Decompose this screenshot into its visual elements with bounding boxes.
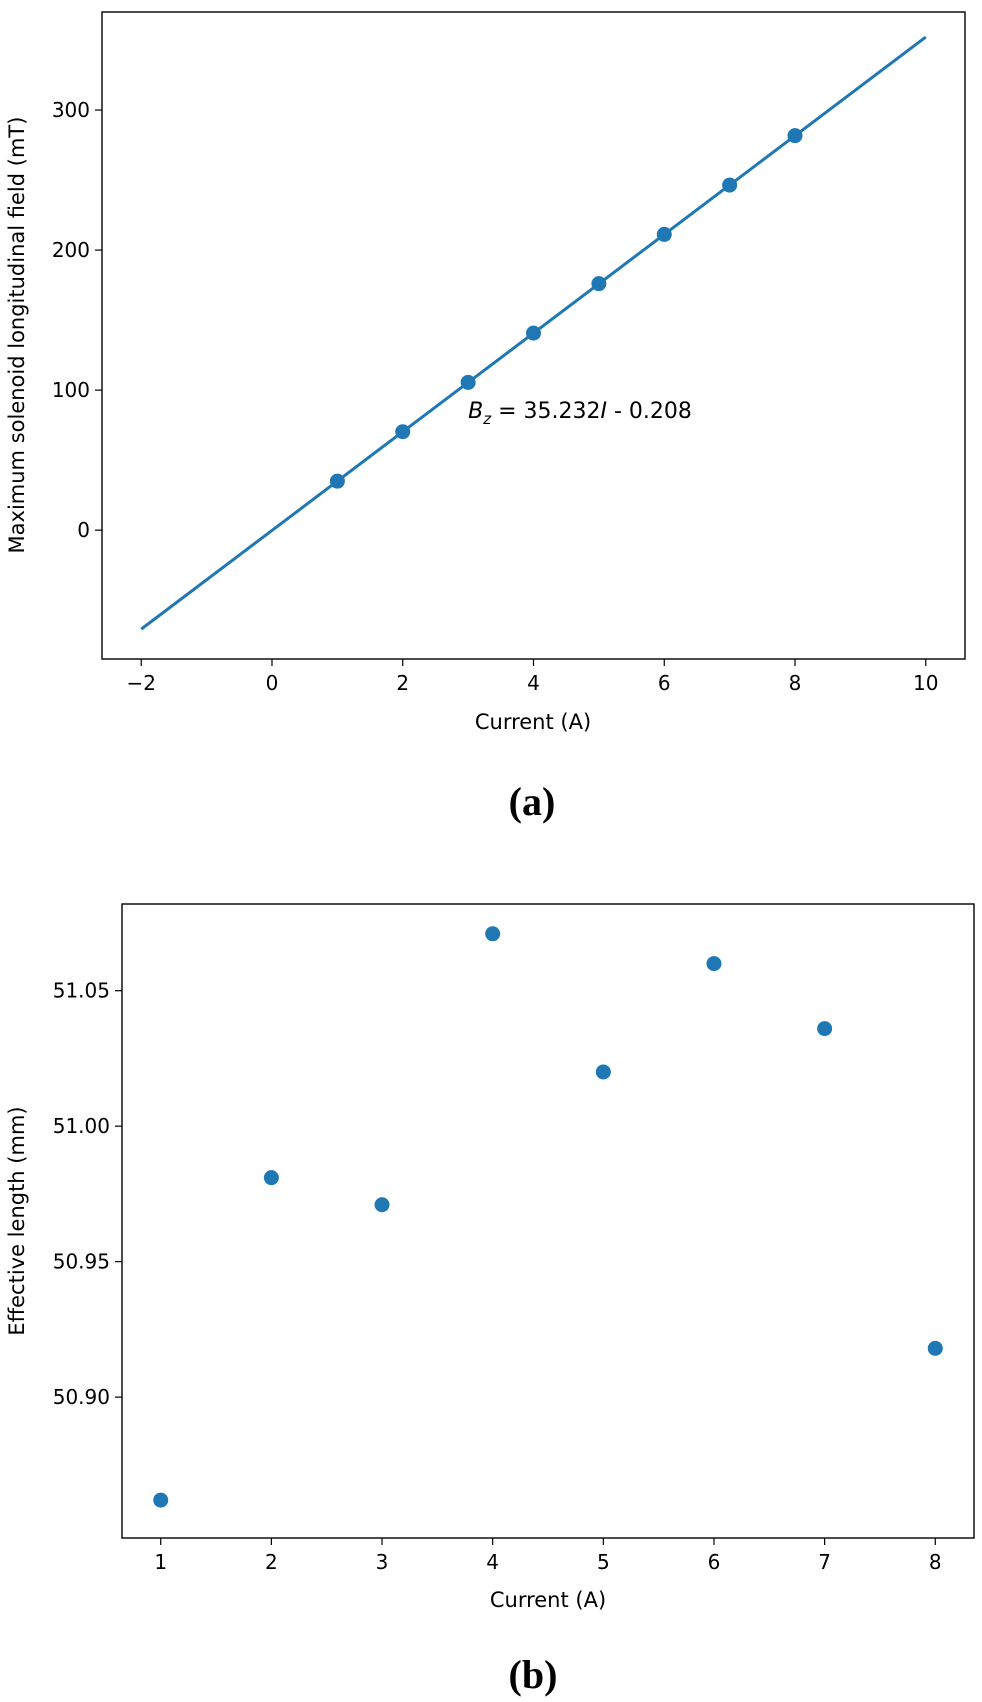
caption-b: (b) bbox=[509, 1652, 558, 1697]
x-tick-label: 0 bbox=[266, 671, 279, 695]
data-point bbox=[485, 926, 501, 942]
data-point bbox=[329, 473, 345, 489]
y-ticks-b: 50.90 50.95 51.00 51.05 bbox=[53, 979, 122, 1409]
x-tick-label: 1 bbox=[154, 1550, 167, 1574]
y-tick-label: 50.95 bbox=[53, 1250, 110, 1274]
annot-subscript: z bbox=[482, 410, 492, 428]
data-point bbox=[927, 1340, 943, 1356]
data-point bbox=[374, 1197, 390, 1213]
data-point bbox=[153, 1492, 169, 1508]
x-tick-label: 7 bbox=[818, 1550, 831, 1574]
x-tick-label: 5 bbox=[597, 1550, 610, 1574]
x-tick-label: 10 bbox=[913, 671, 938, 695]
y-ticks-a: 0 100 200 300 bbox=[52, 98, 102, 542]
data-point bbox=[526, 325, 541, 341]
annot-rest: - 0.208 bbox=[607, 399, 692, 424]
annot-equals: = 35.232 bbox=[491, 399, 600, 424]
y-tick-label: 200 bbox=[52, 238, 90, 262]
panel-a: −2 0 2 4 6 8 10 0 100 200 300 Bz = 35.232I - 0.20… bbox=[5, 11, 966, 824]
x-ticks-a: −2 0 2 4 6 8 10 bbox=[126, 659, 938, 695]
data-point bbox=[591, 276, 607, 292]
y-tick-label: 50.90 bbox=[53, 1385, 110, 1409]
x-tick-label: 8 bbox=[789, 671, 802, 695]
x-axis-label-a: Current (A) bbox=[475, 710, 591, 734]
data-point bbox=[656, 226, 672, 242]
data-point bbox=[395, 424, 411, 440]
y-tick-label: 0 bbox=[77, 518, 90, 542]
data-point bbox=[595, 1064, 611, 1080]
data-points-a bbox=[329, 128, 803, 489]
data-points-b bbox=[153, 926, 943, 1508]
x-ticks-b: 1 2 3 4 5 6 7 8 bbox=[154, 1538, 942, 1574]
y-tick-label: 51.00 bbox=[53, 1114, 110, 1138]
x-tick-label: 2 bbox=[396, 671, 409, 695]
y-tick-label: 100 bbox=[52, 378, 90, 402]
y-tick-label: 300 bbox=[52, 98, 90, 122]
data-point bbox=[706, 956, 722, 972]
y-axis-label-a: Maximum solenoid longitudinal field (mT) bbox=[5, 117, 29, 554]
y-tick-label: 51.05 bbox=[53, 979, 110, 1003]
x-tick-label: 3 bbox=[376, 1550, 389, 1574]
x-tick-label: 6 bbox=[708, 1550, 721, 1574]
x-tick-label: 4 bbox=[486, 1550, 499, 1574]
x-tick-label: 2 bbox=[265, 1550, 278, 1574]
annot-variable: I bbox=[600, 399, 607, 424]
x-tick-label: 4 bbox=[527, 671, 540, 695]
x-tick-label: 6 bbox=[658, 671, 671, 695]
y-axis-label-b: Effective length (mm) bbox=[5, 1106, 29, 1335]
x-tick-label: −2 bbox=[126, 671, 155, 695]
data-point bbox=[722, 177, 738, 193]
fit-equation-annotation: Bz = 35.232I - 0.208 bbox=[468, 399, 692, 428]
x-tick-label: 8 bbox=[929, 1550, 942, 1574]
plot-frame-b bbox=[121, 903, 975, 1539]
data-point bbox=[817, 1021, 833, 1037]
data-point bbox=[460, 374, 476, 390]
caption-a: (a) bbox=[509, 779, 556, 824]
data-point bbox=[787, 128, 803, 144]
data-point bbox=[263, 1170, 279, 1186]
x-axis-label-b: Current (A) bbox=[490, 1588, 606, 1612]
annot-symbol: B bbox=[468, 399, 483, 424]
panel-b: 1 2 3 4 5 6 7 8 50.90 50.95 51.00 51.05 Current (A… bbox=[5, 903, 975, 1697]
